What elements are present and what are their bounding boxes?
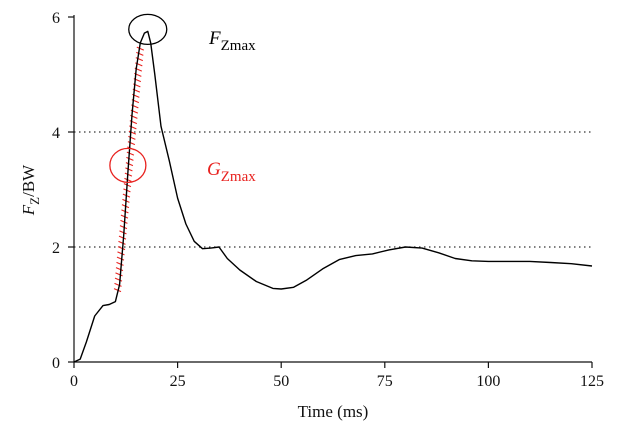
hatch-mark [128, 135, 136, 140]
x-tick-label: 0 [70, 373, 78, 390]
x-tick-label: 50 [273, 373, 289, 390]
x-axis-label: Time (ms) [298, 402, 369, 421]
annotations: FZmax GZmax [109, 13, 256, 185]
hatch-mark [136, 46, 145, 51]
hatch-mark [117, 251, 125, 256]
series [73, 30, 593, 363]
x-tick-label: 125 [580, 373, 604, 390]
hatch-mark [115, 272, 123, 277]
hatch-mark [119, 225, 128, 230]
fzmax-circle [128, 13, 168, 46]
y-axis-label-sub: Z [27, 197, 42, 205]
hatch-mark [118, 235, 127, 240]
hatch-mark [114, 277, 123, 282]
hatch-mark [117, 246, 126, 251]
hatch-mark [116, 261, 124, 266]
hatch-mark [115, 267, 124, 272]
hatch-mark [126, 156, 134, 161]
hatch-mark [128, 130, 137, 135]
reference-lines [74, 131, 592, 248]
y-tick-label: 2 [52, 240, 60, 257]
hatch-mark [126, 151, 135, 156]
hatch-mark [125, 162, 134, 167]
fzmax-label: FZmax [208, 28, 256, 54]
hatch-mark [136, 51, 144, 56]
gzmax-label: GZmax [207, 159, 256, 185]
y-tick-label: 6 [52, 10, 60, 27]
y-axis-label-tail: /BW [19, 164, 38, 197]
hatch-mark [116, 256, 125, 261]
y-axis-label-main: F [19, 204, 38, 216]
hatch-mark [118, 240, 126, 245]
y-tick-label: 0 [52, 355, 60, 372]
gzmax-circle [109, 147, 147, 184]
hatch-mark [114, 282, 122, 287]
hatch-mark [135, 57, 144, 62]
x-tick-label: 25 [170, 373, 186, 390]
axes [73, 15, 592, 363]
slope-hatch [113, 46, 145, 293]
ticks: 0 25 50 75 100 125 0 2 4 6 [52, 10, 604, 390]
y-axis-label: FZ/BW [19, 164, 42, 216]
x-tick-label: 75 [377, 373, 393, 390]
series-line [73, 30, 593, 363]
y-tick-label: 4 [52, 125, 60, 142]
hatch-mark [127, 141, 136, 146]
x-tick-label: 100 [476, 373, 500, 390]
hatch-mark [125, 167, 133, 172]
hatch-mark [119, 230, 127, 235]
